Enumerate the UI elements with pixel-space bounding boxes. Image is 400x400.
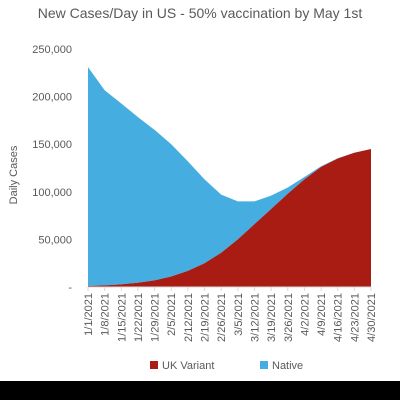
- x-tick-label: 1/8/2021: [100, 293, 112, 336]
- x-tick-label: 2/12/2021: [183, 293, 195, 342]
- y-tick-label: -: [68, 282, 72, 294]
- legend: UK Variant Native: [150, 360, 303, 372]
- legend-label-uk-variant: UK Variant: [162, 360, 214, 372]
- x-tick-label: 1/29/2021: [150, 293, 162, 342]
- x-tick-label: 4/16/2021: [333, 293, 345, 342]
- x-tick-label: 3/26/2021: [283, 293, 295, 342]
- x-tick-label: 1/15/2021: [116, 293, 128, 342]
- legend-swatch-native: [260, 361, 268, 369]
- x-tick-label: 3/5/2021: [233, 293, 245, 336]
- y-tick-label: 150,000: [32, 139, 72, 151]
- x-tick-label: 2/26/2021: [216, 293, 228, 342]
- x-tick-label: 1/1/2021: [83, 293, 95, 336]
- chart-title: New Cases/Day in US - 50% vaccination by…: [38, 5, 363, 21]
- x-tick-label: 4/23/2021: [349, 293, 361, 342]
- legend-swatch-uk-variant: [150, 361, 158, 369]
- y-tick-label: 200,000: [32, 92, 72, 104]
- x-tick-label: 3/12/2021: [249, 293, 261, 342]
- chart-card: New Cases/Day in US - 50% vaccination by…: [0, 0, 400, 381]
- x-tick-label: 2/19/2021: [200, 293, 212, 342]
- area-native: [88, 67, 371, 287]
- y-axis-title: Daily Cases: [8, 145, 20, 204]
- y-tick-label: 50,000: [38, 234, 72, 246]
- chart-areas: [88, 67, 371, 287]
- x-tick-label: 4/2/2021: [299, 293, 311, 336]
- x-tick-label: 1/22/2021: [133, 293, 145, 342]
- x-tick-label: 4/30/2021: [366, 293, 378, 342]
- y-tick-label: 250,000: [32, 44, 72, 56]
- y-axis-ticks: - 50,000 100,000 150,000 200,000 250,000: [32, 44, 72, 294]
- x-tick-label: 2/5/2021: [166, 293, 178, 336]
- x-tick-label: 4/9/2021: [316, 293, 328, 336]
- area-uk-variant: [88, 148, 371, 287]
- x-tick-label: 3/19/2021: [266, 293, 278, 342]
- x-axis-ticks: 1/1/2021 1/8/2021 1/15/2021 1/22/2021 1/29/2…: [83, 287, 378, 342]
- chart: New Cases/Day in US - 50% vaccination by…: [8, 5, 378, 372]
- legend-label-native: Native: [272, 360, 303, 372]
- y-tick-label: 100,000: [32, 187, 72, 199]
